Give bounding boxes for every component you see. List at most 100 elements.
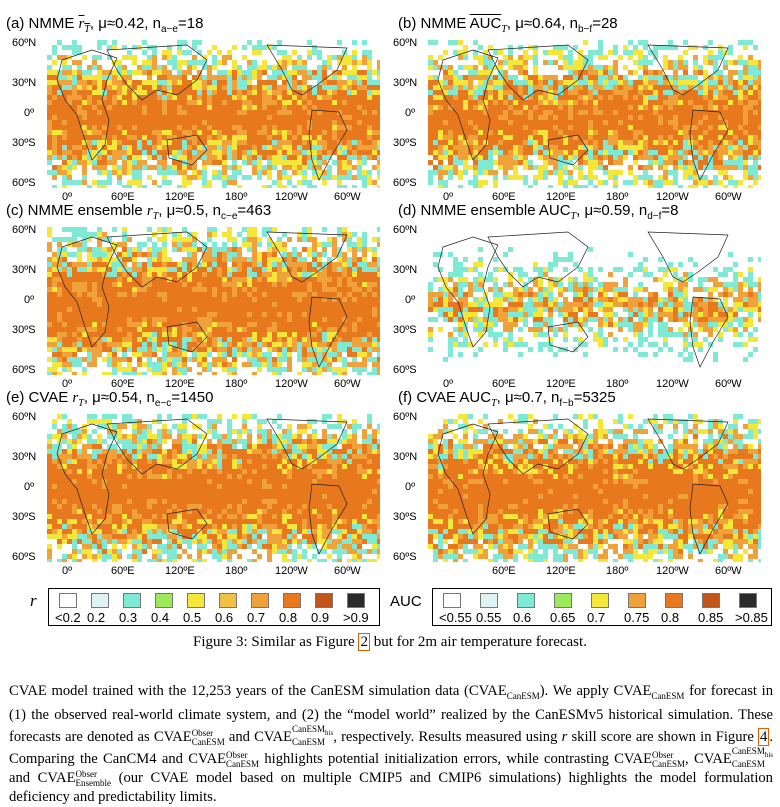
map-canvas bbox=[47, 40, 380, 188]
lon-label: 60ºW bbox=[334, 566, 361, 577]
legend-label: 0.7 bbox=[587, 610, 605, 625]
lat-label: 30ºS bbox=[393, 325, 417, 336]
panel-b-title: (b) NMME AUCT, μ≈0.64, nb−f=28 bbox=[398, 16, 618, 35]
lon-label: 120ºE bbox=[546, 566, 576, 577]
lon-label: 120ºE bbox=[546, 379, 576, 390]
legend-swatch bbox=[219, 593, 237, 608]
map-canvas bbox=[47, 414, 380, 562]
lat-label: 0º bbox=[24, 295, 34, 306]
panel-e-title: (e) CVAE rT, μ≈0.54, ne−c=1450 bbox=[6, 390, 213, 409]
lon-label: 120ºE bbox=[546, 192, 576, 203]
legend-swatch bbox=[554, 593, 572, 608]
lon-label: 180º bbox=[606, 566, 628, 577]
legend-label: 0.4 bbox=[151, 610, 169, 625]
legend-swatch bbox=[480, 593, 498, 608]
lon-label: 180º bbox=[225, 379, 247, 390]
lat-label: 60ºN bbox=[393, 38, 417, 49]
legend-swatch bbox=[91, 593, 109, 608]
legend-label: <0.55 bbox=[439, 610, 472, 625]
body-paragraph: CVAE model trained with the 12,253 years… bbox=[9, 682, 773, 807]
lat-label: 60ºS bbox=[393, 178, 417, 189]
legend-swatch bbox=[517, 593, 535, 608]
legend-label: >0.9 bbox=[343, 610, 369, 625]
legend-swatch bbox=[123, 593, 141, 608]
lon-label: 0º bbox=[443, 379, 453, 390]
lon-label: 60ºW bbox=[334, 379, 361, 390]
figure-caption: Figure 3: Similar as Figure 2 but for 2m… bbox=[0, 634, 780, 651]
legend-label: 0.55 bbox=[476, 610, 501, 625]
lat-label: 60ºS bbox=[12, 178, 36, 189]
legend-swatch bbox=[283, 593, 301, 608]
lon-label: 60ºW bbox=[334, 192, 361, 203]
lat-label: 0º bbox=[405, 295, 415, 306]
map-panel-b bbox=[428, 40, 761, 188]
lon-label: 60ºE bbox=[111, 192, 135, 203]
lon-label: 0º bbox=[62, 566, 72, 577]
lon-label: 120ºE bbox=[165, 566, 195, 577]
legend-swatch bbox=[591, 593, 609, 608]
map-canvas bbox=[428, 227, 761, 375]
lat-label: 30ºN bbox=[12, 78, 36, 89]
legend-label: 0.6 bbox=[215, 610, 233, 625]
lon-label: 120ºE bbox=[165, 379, 195, 390]
panel-a-title: (a) NMME rT, μ≈0.42, na−e=18 bbox=[6, 16, 203, 35]
lon-label: 180º bbox=[225, 192, 247, 203]
lat-label: 30ºS bbox=[393, 512, 417, 523]
legend-label: 0.3 bbox=[119, 610, 137, 625]
legend-swatch bbox=[59, 593, 77, 608]
lon-label: 120ºW bbox=[656, 379, 689, 390]
figure-4-ref-link[interactable]: 4 bbox=[758, 728, 769, 746]
lon-label: 0º bbox=[443, 192, 453, 203]
panel-c-title: (c) NMME ensemble rT, μ≈0.5, nc−e=463 bbox=[6, 203, 271, 222]
lat-label: 30ºS bbox=[12, 325, 36, 336]
legend-swatch bbox=[155, 593, 173, 608]
lat-label: 30ºS bbox=[12, 138, 36, 149]
lon-label: 0º bbox=[62, 192, 72, 203]
legend-label: 0.7 bbox=[247, 610, 265, 625]
lon-label: 180º bbox=[606, 379, 628, 390]
lat-label: 60ºS bbox=[12, 552, 36, 563]
lat-label: 60ºN bbox=[393, 225, 417, 236]
lon-label: 120ºW bbox=[656, 566, 689, 577]
lon-label: 180º bbox=[606, 192, 628, 203]
lat-label: 60ºN bbox=[12, 225, 36, 236]
legend-swatch bbox=[187, 593, 205, 608]
legend-label: 0.5 bbox=[183, 610, 201, 625]
legend-swatch bbox=[628, 593, 646, 608]
panel-d-title: (d) NMME ensemble AUCT, μ≈0.59, nd−f=8 bbox=[398, 203, 679, 222]
map-panel-d bbox=[428, 227, 761, 375]
lat-label: 60ºS bbox=[393, 552, 417, 563]
lon-label: 60ºW bbox=[715, 192, 742, 203]
lat-label: 60ºS bbox=[393, 365, 417, 376]
lon-label: 60ºE bbox=[111, 379, 135, 390]
panel-f-title: (f) CVAE AUCT, μ≈0.7, nf−b=5325 bbox=[398, 390, 616, 409]
map-panel-f bbox=[428, 414, 761, 562]
lon-label: 180º bbox=[225, 566, 247, 577]
legend-swatch bbox=[702, 593, 720, 608]
lon-label: 120ºW bbox=[275, 566, 308, 577]
lon-label: 120ºW bbox=[275, 192, 308, 203]
figure-ref-link[interactable]: 2 bbox=[358, 633, 370, 651]
map-canvas bbox=[428, 414, 761, 562]
map-canvas bbox=[428, 40, 761, 188]
lat-label: 30ºN bbox=[393, 265, 417, 276]
lat-label: 30ºN bbox=[12, 452, 36, 463]
lat-label: 30ºN bbox=[12, 265, 36, 276]
map-canvas bbox=[47, 227, 380, 375]
legend-swatch bbox=[739, 593, 757, 608]
map-panel-e bbox=[47, 414, 380, 562]
lat-label: 30ºS bbox=[12, 512, 36, 523]
legend-label: <0.2 bbox=[55, 610, 81, 625]
lat-label: 0º bbox=[24, 108, 34, 119]
legend-swatch bbox=[251, 593, 269, 608]
lat-label: 30ºN bbox=[393, 78, 417, 89]
legend-label: 0.85 bbox=[698, 610, 723, 625]
legend-r-symbol: r bbox=[30, 591, 37, 611]
map-panel-a bbox=[47, 40, 380, 188]
lon-label: 60ºE bbox=[492, 566, 516, 577]
legend-label: 0.9 bbox=[311, 610, 329, 625]
lon-label: 60ºE bbox=[492, 192, 516, 203]
legend-label: 0.8 bbox=[279, 610, 297, 625]
